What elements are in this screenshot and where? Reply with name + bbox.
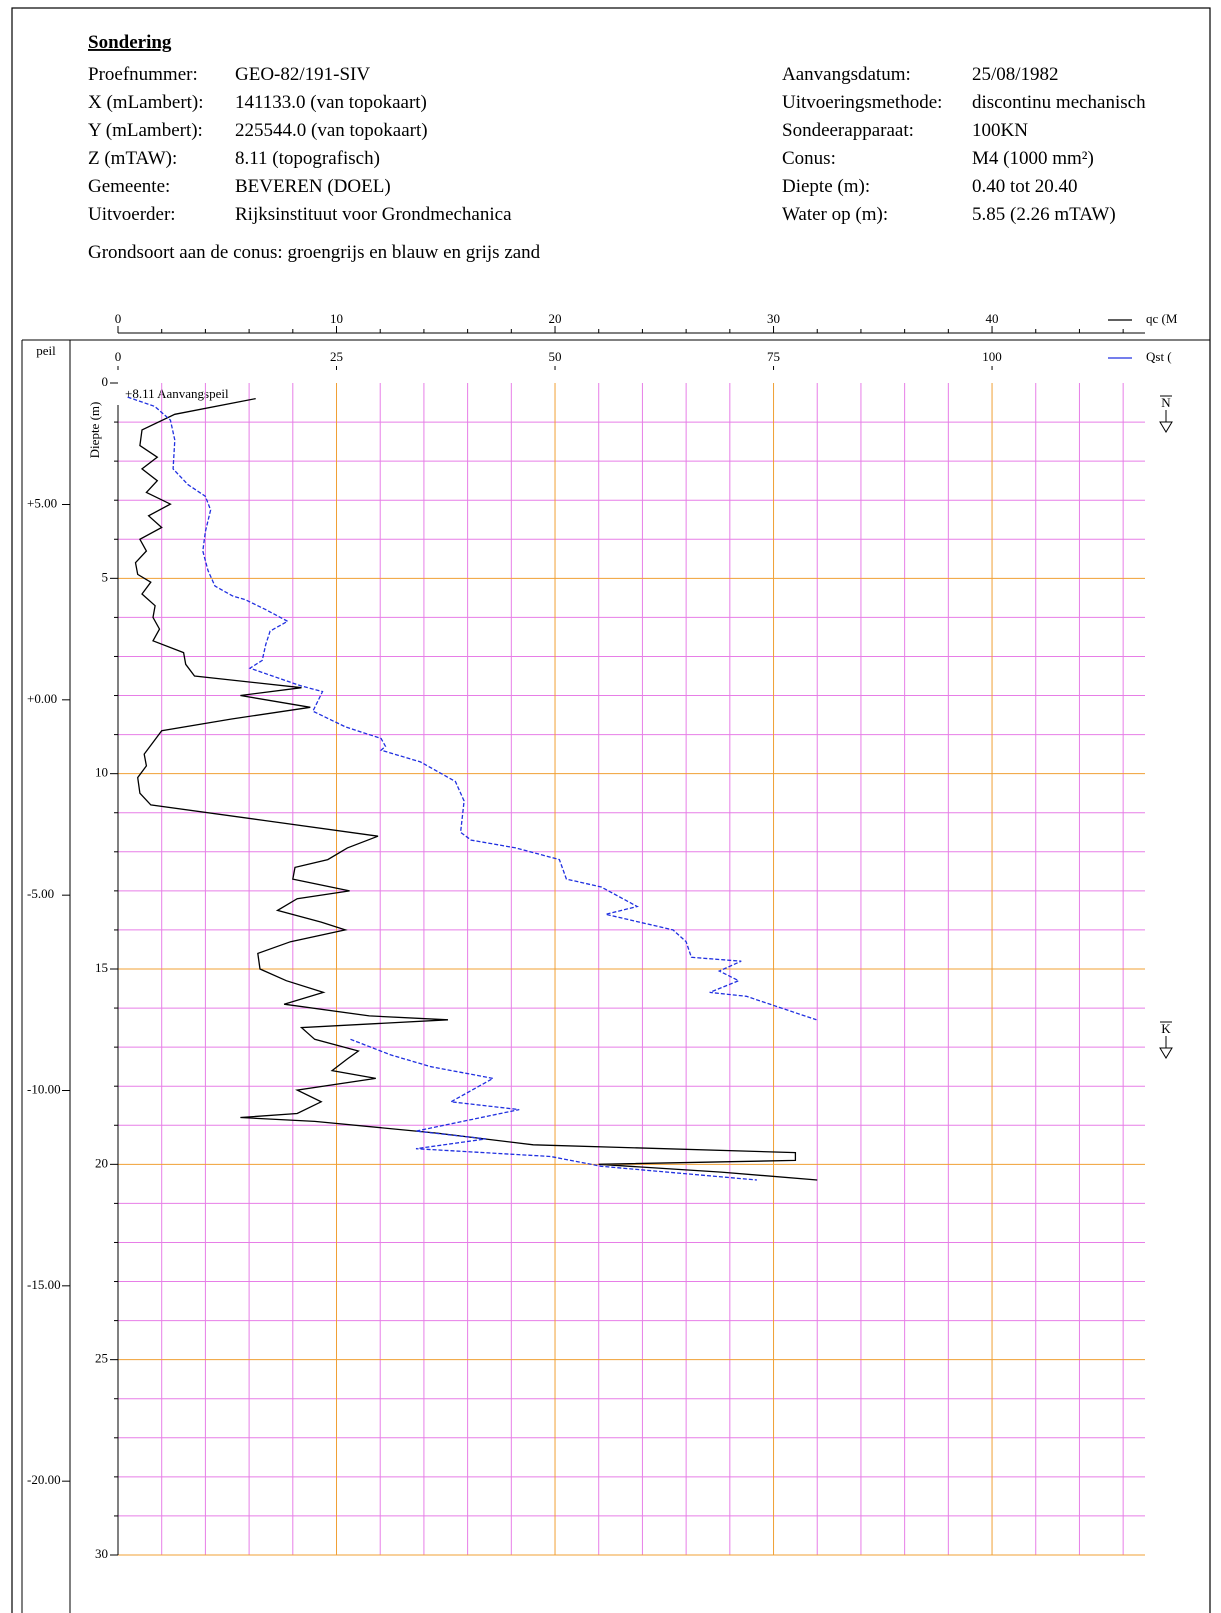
info-value: 8.11 (topografisch) <box>235 148 380 169</box>
info-value: discontinu mechanisch <box>972 92 1146 113</box>
title: Sondering <box>88 32 172 53</box>
x2-tick-label: 75 <box>767 349 780 364</box>
series-line <box>127 396 817 1021</box>
info-value: M4 (1000 mm²) <box>972 148 1094 169</box>
marker-triangle <box>1159 421 1173 433</box>
info-value: 225544.0 (van topokaart) <box>235 120 428 141</box>
x-tick-label: 20 <box>549 311 562 326</box>
marker-triangle <box>1159 1047 1173 1059</box>
info-value: Rijksinstituut voor Grondmechanica <box>235 204 512 225</box>
info-label: Water op (m): <box>782 204 888 225</box>
info-label: Conus: <box>782 148 836 169</box>
x2-tick-label: 0 <box>115 349 122 364</box>
y-tick-label: 20 <box>95 1155 108 1170</box>
info-label: Uitvoerder: <box>88 204 176 225</box>
legend-label: qc (M <box>1146 311 1178 326</box>
y-tick-label: 15 <box>95 960 108 975</box>
info-label: Aanvangsdatum: <box>782 64 911 85</box>
info-label: X (mLambert): <box>88 92 204 113</box>
y2-tick-label: -15.00 <box>27 1277 61 1292</box>
info-label: Diepte (m): <box>782 176 870 197</box>
y-tick-label: 5 <box>102 569 109 584</box>
info-label: Z (mTAW): <box>88 148 177 169</box>
page-frame <box>11 7 1211 1613</box>
y2-tick-label: -5.00 <box>27 886 54 901</box>
y-tick-label: 0 <box>102 374 109 389</box>
x2-tick-label: 25 <box>330 349 343 364</box>
info-label: Gemeente: <box>88 176 170 197</box>
x2-tick-label: 50 <box>549 349 562 364</box>
info-value: 0.40 tot 20.40 <box>972 176 1078 197</box>
y-axis-label: Diepte (m) <box>87 402 102 459</box>
series-line <box>134 397 818 1181</box>
y-tick-label: 10 <box>95 765 108 780</box>
marker-label: N <box>1161 395 1171 410</box>
info-value: GEO-82/191-SIV <box>235 64 370 85</box>
info-value: BEVEREN (DOEL) <box>235 176 391 197</box>
info-value: 5.85 (2.26 mTAW) <box>972 204 1116 225</box>
x-tick-label: 0 <box>115 311 122 326</box>
x-tick-label: 40 <box>986 311 999 326</box>
y2-tick-label: -20.00 <box>27 1472 61 1487</box>
x-tick-label: 10 <box>330 311 343 326</box>
info-value: 141133.0 (van topokaart) <box>235 92 427 113</box>
y2-axis-label: peil <box>36 343 56 358</box>
marker-label: K <box>1161 1021 1171 1036</box>
y2-tick-label: -10.00 <box>27 1081 61 1096</box>
series-line <box>350 1038 757 1181</box>
x2-tick-label: 100 <box>982 349 1002 364</box>
info-value: 100KN <box>972 120 1028 141</box>
info-label: Uitvoeringsmethode: <box>782 92 942 113</box>
info-label: Proefnummer: <box>88 64 198 85</box>
y2-tick-label: +0.00 <box>27 691 57 706</box>
y-tick-label: 25 <box>95 1351 108 1366</box>
legend-label: Qst ( <box>1146 349 1172 364</box>
info-label: Y (mLambert): <box>88 120 203 141</box>
annotation: +8.11 Aanvangspeil <box>125 386 229 401</box>
y-tick-label: 30 <box>95 1546 108 1561</box>
x-tick-label: 30 <box>767 311 780 326</box>
info-value: 25/08/1982 <box>972 64 1059 85</box>
info-label: Sondeerapparaat: <box>782 120 914 141</box>
y2-tick-label: +5.00 <box>27 495 57 510</box>
soil-line: Grondsoort aan de conus: groengrijs en b… <box>88 242 541 263</box>
